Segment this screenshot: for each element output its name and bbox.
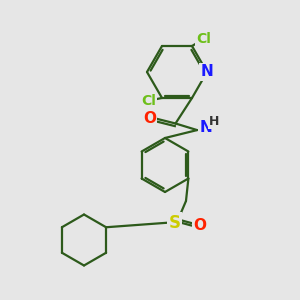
Text: O: O [143,111,156,126]
Text: O: O [194,218,207,233]
Text: Cl: Cl [141,94,156,108]
Text: Cl: Cl [196,32,211,46]
Text: S: S [169,214,181,232]
Text: N: N [201,64,213,80]
Text: H: H [208,115,219,128]
Text: N: N [199,120,212,135]
